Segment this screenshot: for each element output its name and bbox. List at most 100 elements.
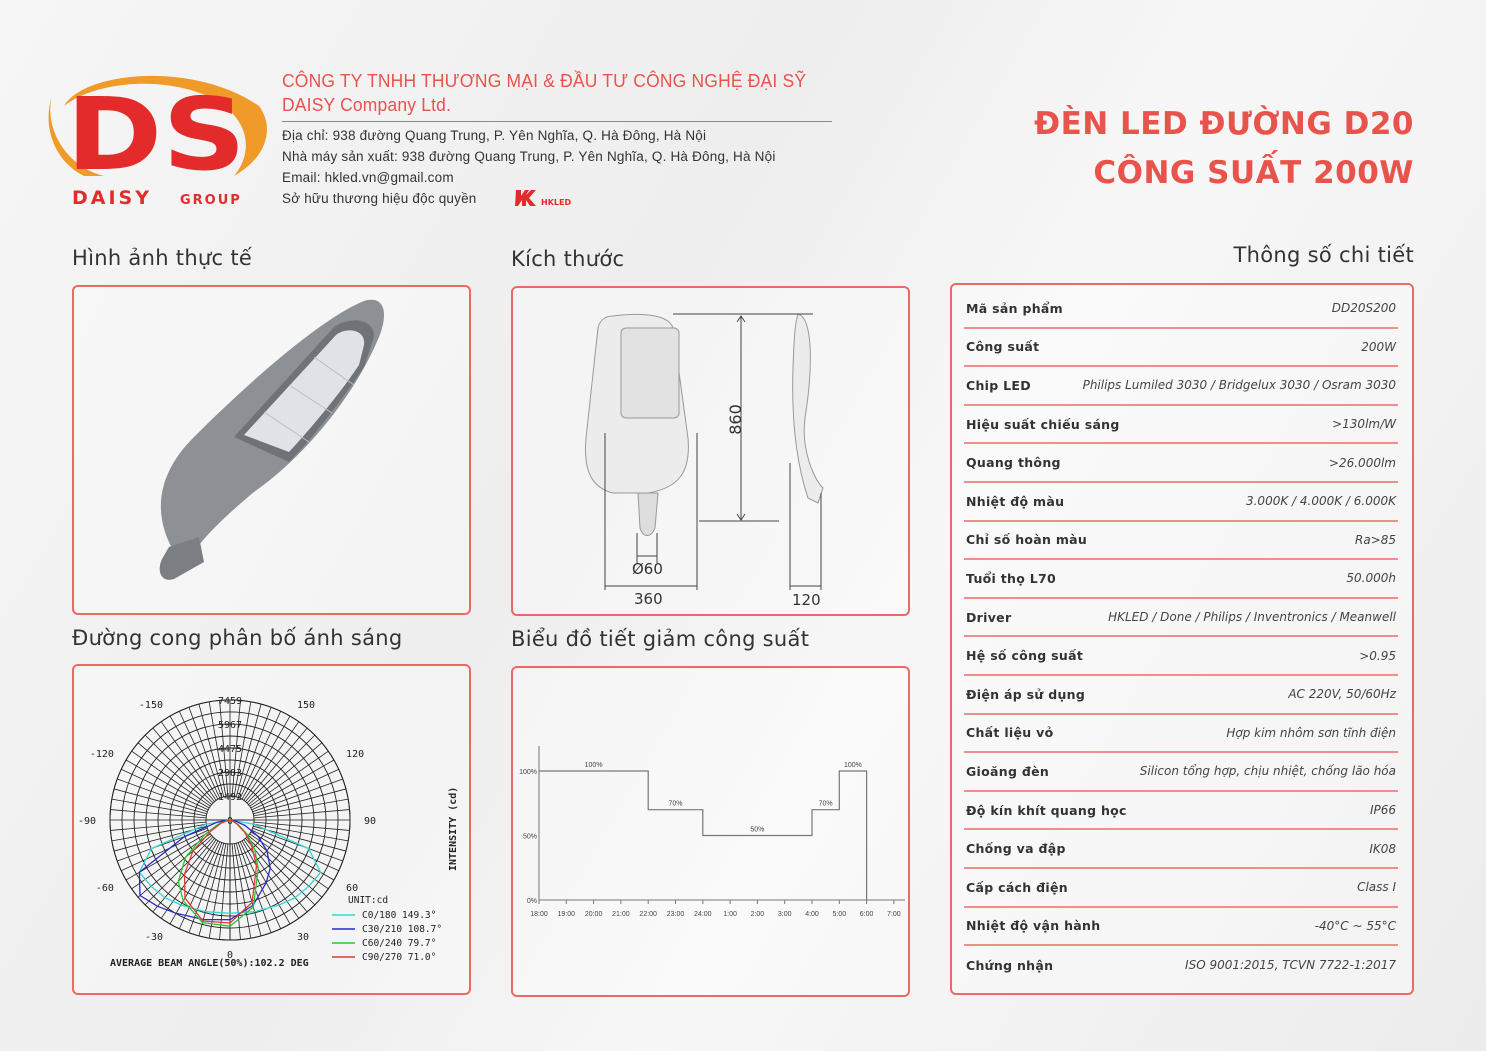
ring-label: 4475: [218, 744, 242, 755]
spec-label: Độ kín khít quang học: [966, 802, 1127, 818]
step-label: 70%: [819, 801, 833, 808]
spec-label: Chỉ số hoàn màu: [966, 532, 1088, 548]
light-curve-panel: 0 1492 2983 4475 5967 7459 -150 150 -120 120 -90 90…: [72, 664, 471, 995]
angle-label: 30: [297, 932, 309, 943]
spec-label: Điện áp sử dụng: [966, 686, 1086, 702]
spec-row: Driver HKLED / Done / Philips / Inventron…: [964, 599, 1398, 638]
polar-spoke: [233, 701, 252, 797]
curve-C0-180: [138, 819, 322, 914]
polar-spoke: [250, 759, 335, 809]
polar-spoke: [219, 843, 229, 940]
dimensions-panel: 860 Ø60 360 120: [511, 286, 910, 616]
polar-spoke: [252, 827, 343, 862]
x-tick-label: 18:00: [530, 911, 548, 918]
spec-value: Hợp kim nhôm sơn tĩnh điện: [1226, 725, 1396, 740]
x-tick-label: 2:00: [751, 911, 765, 918]
spec-value: HKLED / Done / Philips / Inventronics / …: [1108, 610, 1396, 625]
spec-row: Điện áp sử dụng AC 220V, 50/60Hz: [964, 676, 1398, 715]
polar-spoke: [251, 768, 339, 811]
x-tick-label: 19:00: [558, 911, 576, 918]
spec-label: Công suất: [966, 339, 1040, 355]
spec-value: >0.95: [1359, 648, 1396, 663]
y-tick-label: 50%: [523, 834, 537, 841]
spec-value: Silicon tổng hợp, chịu nhiệt, chống lão …: [1139, 764, 1396, 779]
spec-row: Chống va đập IK08: [964, 830, 1398, 869]
angle-label: 150: [297, 700, 315, 711]
intensity-axis-label: INTENSITY (cd): [448, 787, 459, 871]
dimension-drawing: [584, 313, 824, 590]
ring-label: 2983: [218, 768, 242, 779]
spec-value: IP66: [1369, 803, 1396, 818]
polar-spoke: [231, 700, 241, 797]
polar-spoke: [125, 759, 210, 809]
angle-label: 0: [227, 950, 233, 961]
company-name-en: DAISY Company Ltd.: [282, 95, 452, 115]
polar-spoke: [235, 843, 262, 937]
polar-spoke: [160, 721, 217, 801]
spec-row: Mã sản phẩm DD20S200: [964, 290, 1398, 329]
polar-spoke: [241, 715, 291, 800]
polar-spoke: [110, 809, 207, 819]
polar-spoke: [239, 711, 282, 799]
legend-entry: C30/210 108.7°: [362, 924, 442, 935]
spec-row: Nhiệt độ vận hành -40°C ~ 55°C: [964, 908, 1398, 947]
product-subtitle: CÔNG SUẤT 200W: [1093, 155, 1414, 191]
spec-label: Chứng nhận: [966, 957, 1054, 973]
curve-C30-210: [138, 819, 271, 921]
spec-value: Class I: [1357, 880, 1396, 895]
ring-label: 0: [227, 816, 233, 827]
height-dimension: 860: [725, 404, 745, 435]
spec-row: Nhiệt độ màu 3.000K / 4.000K / 6.000K: [964, 483, 1398, 522]
polar-spoke: [110, 821, 207, 831]
x-tick-label: 21:00: [612, 911, 630, 918]
company-brand-line: Sở hữu thương hiệu độc quyền: [282, 191, 477, 206]
spec-label: Nhiệt độ vận hành: [966, 918, 1101, 934]
spec-label: Hệ số công suất: [966, 648, 1084, 664]
company-factory: Nhà máy sản xuất: 938 đường Quang Trung,…: [282, 149, 776, 164]
polar-spoke: [246, 734, 316, 804]
polar-spoke: [253, 821, 350, 831]
spec-row: Cấp cách điện Class I: [964, 869, 1398, 908]
polar-spoke: [246, 836, 316, 906]
spec-label: Cấp cách điện: [966, 879, 1068, 895]
spec-row: Tuổi thọ L70 50.000h: [964, 560, 1398, 599]
svg-text:HKLED: HKLED: [541, 198, 571, 207]
polar-spoke: [208, 701, 227, 797]
spec-value: AC 220V, 50/60Hz: [1288, 687, 1396, 702]
polar-spoke: [169, 715, 219, 800]
specs-panel: Mã sản phẩm DD20S200 Công suất 200W Chip LED…: [950, 283, 1414, 995]
y-tick-label: 100%: [519, 769, 537, 776]
angle-label: 60: [346, 883, 358, 894]
polar-spoke: [113, 788, 207, 815]
spec-value: -40°C ~ 55°C: [1314, 918, 1396, 933]
polar-spoke: [248, 742, 323, 805]
spec-row: Hệ số công suất >0.95: [964, 637, 1398, 676]
polar-spoke: [188, 707, 223, 798]
spec-value: 3.000K / 4.000K / 6.000K: [1245, 494, 1396, 509]
spec-label: Hiệu suất chiếu sáng: [966, 416, 1120, 432]
hkled-logo: HKLED: [515, 190, 571, 207]
step-label: 100%: [585, 762, 603, 769]
spec-label: Driver: [966, 609, 1012, 625]
spec-row: Gioăng đèn Silicon tổng hợp, chịu nhiệt, …: [964, 753, 1398, 792]
x-tick-label: 6:00: [860, 911, 874, 918]
spec-value: DD20S200: [1331, 301, 1396, 316]
legend-entry: C0/180 149.3°: [362, 910, 436, 921]
specs-table: Mã sản phẩm DD20S200 Công suất 200W Chip LED…: [964, 290, 1398, 985]
photo-panel: [72, 285, 471, 615]
spec-row: Hiệu suất chiếu sáng >130lm/W: [964, 406, 1398, 445]
spec-row: Chip LED Philips Lumiled 3030 / Bridgelux…: [964, 367, 1398, 406]
polar-spoke: [243, 721, 300, 801]
x-tick-label: 24:00: [694, 911, 712, 918]
polar-spoke: [169, 840, 219, 925]
polar-spoke: [131, 750, 211, 807]
depth-dimension: 120: [792, 591, 821, 609]
step-label: 70%: [668, 801, 682, 808]
dimming-panel: 18:00 19:00 20:00 21:00 22:00 23:00 24:00 1:00 2…: [511, 666, 910, 997]
polar-spoke: [137, 835, 212, 898]
polar-spoke: [121, 829, 209, 872]
polar-spoke: [144, 734, 214, 804]
angle-label: -60: [96, 883, 114, 894]
polar-spoke: [178, 841, 221, 929]
spec-value: >26.000lm: [1328, 455, 1396, 470]
